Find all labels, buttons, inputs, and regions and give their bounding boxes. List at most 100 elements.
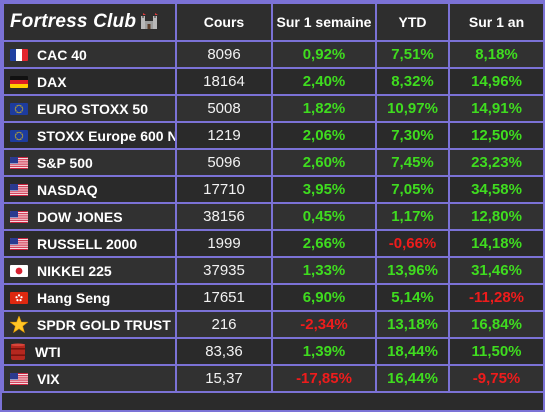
usa-flag-icon: [10, 155, 37, 171]
week-change-cell: 1,33%: [271, 256, 377, 285]
usa-flag-icon: [10, 209, 37, 225]
index-name-cell: NIKKEI 225: [2, 256, 177, 285]
year-change-cell: 12,80%: [448, 202, 545, 231]
cours-cell: 216: [175, 310, 273, 339]
year-change-cell: -9,75%: [448, 364, 545, 393]
index-name: WTI: [35, 343, 61, 360]
cours-cell: 5096: [175, 148, 273, 177]
week-change-cell: 0,45%: [271, 202, 377, 231]
week-change-cell: 3,95%: [271, 175, 377, 204]
index-name: DAX: [37, 73, 67, 90]
ytd-change-cell: 13,18%: [375, 310, 450, 339]
index-name: S&P 500: [37, 154, 93, 171]
year-change-cell: 14,91%: [448, 94, 545, 123]
year-change-cell: 34,58%: [448, 175, 545, 204]
year-change-cell: 11,50%: [448, 337, 545, 366]
year-change-cell: 14,96%: [448, 67, 545, 96]
eu-flag-icon: [10, 128, 37, 144]
cours-cell: 17710: [175, 175, 273, 204]
week-change-cell: 2,40%: [271, 67, 377, 96]
table-row: S&P 500 5096 2,60% 7,45% 23,23%: [2, 148, 545, 177]
japan-flag-icon: [10, 263, 37, 279]
week-change-cell: 2,06%: [271, 121, 377, 150]
table-row: VIX 15,37 -17,85% 16,44% -9,75%: [2, 364, 545, 393]
index-name-cell: DOW JONES: [2, 202, 177, 231]
cours-cell: 18164: [175, 67, 273, 96]
table-row: DOW JONES 38156 0,45% 1,17% 12,80%: [2, 202, 545, 231]
ytd-change-cell: 10,97%: [375, 94, 450, 123]
table-row: NASDAQ 17710 3,95% 7,05% 34,58%: [2, 175, 545, 204]
table-row: Hang Seng 17651 6,90% 5,14% -11,28%: [2, 283, 545, 312]
germany-flag-icon: [10, 74, 37, 90]
cours-cell: 83,36: [175, 337, 273, 366]
week-change-cell: 2,66%: [271, 229, 377, 258]
cours-cell: 1999: [175, 229, 273, 258]
header-row: Fortress Club Cours Sur 1 semaine YTD Su…: [2, 2, 545, 42]
table-row: RUSSELL 2000 1999 2,66% -0,66% 14,18%: [2, 229, 545, 258]
oil-barrel-icon: [10, 343, 35, 360]
column-header-week: Sur 1 semaine: [271, 2, 377, 42]
table-row: SPDR GOLD TRUST (Or)216-2,34%13,18%16,84…: [2, 310, 545, 339]
year-change-cell: 31,46%: [448, 256, 545, 285]
ytd-change-cell: 7,51%: [375, 40, 450, 69]
ytd-change-cell: 5,14%: [375, 283, 450, 312]
eu-flag-icon: [10, 101, 37, 117]
week-change-cell: 0,92%: [271, 40, 377, 69]
index-name: NIKKEI 225: [37, 262, 112, 279]
index-name: EURO STOXX 50: [37, 100, 149, 117]
week-change-cell: 2,60%: [271, 148, 377, 177]
year-change-cell: 8,18%: [448, 40, 545, 69]
ytd-change-cell: 7,30%: [375, 121, 450, 150]
france-flag-icon: [10, 47, 37, 63]
ytd-change-cell: 8,32%: [375, 67, 450, 96]
year-change-cell: -11,28%: [448, 283, 545, 312]
week-change-cell: 1,39%: [271, 337, 377, 366]
ytd-change-cell: 7,45%: [375, 148, 450, 177]
table-row: WTI 83,36 1,39% 18,44% 11,50%: [2, 337, 545, 366]
table-row: EURO STOXX 50 5008 1,82% 10,97% 14,91%: [2, 94, 545, 123]
table-row: CAC 40 8096 0,92% 7,51% 8,18%: [2, 40, 545, 69]
cours-cell: 8096: [175, 40, 273, 69]
ytd-change-cell: 13,96%: [375, 256, 450, 285]
star-icon: [10, 316, 37, 333]
column-header-cours: Cours: [175, 2, 273, 42]
market-table: Fortress Club Cours Sur 1 semaine YTD Su…: [2, 2, 545, 393]
cours-cell: 17651: [175, 283, 273, 312]
index-name-cell: NASDAQ: [2, 175, 177, 204]
year-change-cell: 14,18%: [448, 229, 545, 258]
column-header-ytd: YTD: [375, 2, 450, 42]
cours-cell: 38156: [175, 202, 273, 231]
week-change-cell: -17,85%: [271, 364, 377, 393]
ytd-change-cell: 18,44%: [375, 337, 450, 366]
year-change-cell: 12,50%: [448, 121, 545, 150]
brand-title: Fortress Club: [2, 2, 177, 42]
index-name-cell: WTI: [2, 337, 177, 366]
index-name: DOW JONES: [37, 208, 123, 225]
index-name: SPDR GOLD TRUST (Or): [37, 317, 174, 333]
index-name: Hang Seng: [37, 289, 111, 306]
index-name-cell: Hang Seng: [2, 283, 177, 312]
index-name-cell: CAC 40: [2, 40, 177, 69]
ytd-change-cell: -0,66%: [375, 229, 450, 258]
ytd-change-cell: 1,17%: [375, 202, 450, 231]
usa-flag-icon: [10, 371, 37, 387]
week-change-cell: -2,34%: [271, 310, 377, 339]
year-change-cell: 23,23%: [448, 148, 545, 177]
table-row: STOXX Europe 600 NR 1219 2,06% 7,30% 12,50%: [2, 121, 545, 150]
table-row: DAX 18164 2,40% 8,32% 14,96%: [2, 67, 545, 96]
week-change-cell: 6,90%: [271, 283, 377, 312]
index-name-cell: RUSSELL 2000: [2, 229, 177, 258]
table-row: NIKKEI 225 37935 1,33% 13,96% 31,46%: [2, 256, 545, 285]
year-change-cell: 16,84%: [448, 310, 545, 339]
cours-cell: 1219: [175, 121, 273, 150]
index-name: STOXX Europe 600 NR: [37, 127, 176, 144]
index-name-cell: SPDR GOLD TRUST (Or): [2, 310, 177, 339]
ytd-change-cell: 7,05%: [375, 175, 450, 204]
index-name-cell: DAX: [2, 67, 177, 96]
usa-flag-icon: [10, 236, 37, 252]
cours-cell: 37935: [175, 256, 273, 285]
usa-flag-icon: [10, 182, 37, 198]
week-change-cell: 1,82%: [271, 94, 377, 123]
index-name: CAC 40: [37, 46, 87, 63]
